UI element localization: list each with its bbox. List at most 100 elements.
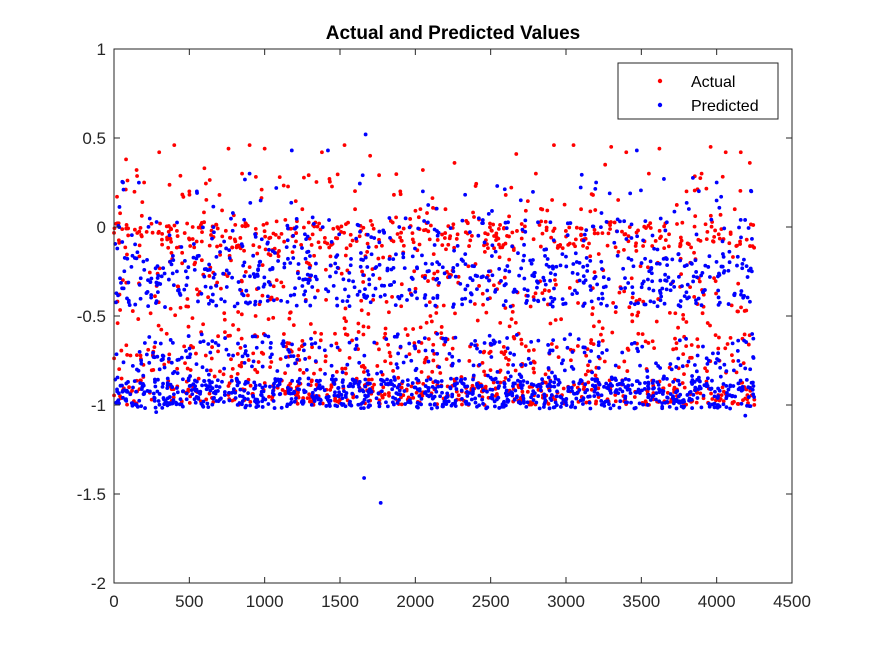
point-actual xyxy=(689,343,694,347)
point-actual xyxy=(380,243,384,248)
point-predicted xyxy=(392,280,397,284)
point-actual xyxy=(371,298,376,302)
point-predicted xyxy=(679,404,684,409)
point-predicted xyxy=(222,239,227,244)
point-actual xyxy=(586,380,591,385)
point-predicted xyxy=(358,264,363,269)
point-predicted xyxy=(285,238,290,243)
point-predicted xyxy=(192,242,196,246)
point-actual xyxy=(203,181,208,186)
point-actual xyxy=(588,209,593,214)
point-actual xyxy=(222,311,227,316)
point-actual xyxy=(519,222,524,226)
point-predicted xyxy=(596,392,600,397)
point-predicted xyxy=(444,399,449,404)
point-predicted xyxy=(292,399,297,404)
point-predicted xyxy=(401,255,406,260)
point-predicted xyxy=(121,360,126,365)
point-predicted xyxy=(366,372,371,377)
point-predicted xyxy=(536,220,540,225)
point-predicted xyxy=(388,381,393,386)
point-predicted xyxy=(681,398,686,402)
point-predicted xyxy=(707,404,712,409)
point-actual xyxy=(135,231,140,235)
point-predicted xyxy=(534,400,539,405)
point-actual xyxy=(218,243,223,248)
point-actual xyxy=(586,363,590,368)
point-predicted xyxy=(639,261,644,265)
point-predicted xyxy=(236,280,241,284)
point-actual xyxy=(383,359,388,364)
point-predicted xyxy=(516,251,520,256)
point-predicted xyxy=(258,198,263,203)
point-actual xyxy=(150,230,155,235)
point-predicted xyxy=(549,295,553,300)
point-predicted xyxy=(354,343,359,348)
point-actual xyxy=(312,371,316,376)
point-predicted xyxy=(482,341,487,345)
point-predicted xyxy=(560,252,565,256)
point-predicted xyxy=(622,219,627,224)
point-actual xyxy=(278,357,283,361)
point-predicted xyxy=(278,392,283,396)
point-actual xyxy=(434,311,439,315)
point-actual xyxy=(679,238,684,243)
point-predicted xyxy=(563,301,568,306)
point-predicted xyxy=(487,278,491,283)
point-predicted xyxy=(388,235,392,240)
point-predicted xyxy=(404,354,409,359)
point-predicted xyxy=(640,344,645,349)
point-actual xyxy=(510,230,515,235)
point-actual xyxy=(692,224,697,229)
point-predicted xyxy=(316,396,321,401)
point-actual xyxy=(728,336,733,340)
point-actual xyxy=(698,176,703,181)
point-actual xyxy=(620,229,624,234)
point-predicted xyxy=(361,273,366,277)
point-actual xyxy=(709,224,714,229)
point-predicted xyxy=(531,189,535,194)
point-predicted xyxy=(492,404,497,409)
point-actual xyxy=(215,280,220,285)
point-predicted xyxy=(448,226,453,231)
point-actual xyxy=(716,346,721,351)
point-predicted xyxy=(525,288,530,293)
point-predicted xyxy=(445,391,450,396)
point-predicted xyxy=(300,246,304,250)
point-actual xyxy=(510,309,515,314)
point-predicted xyxy=(227,398,232,403)
point-actual xyxy=(398,189,403,194)
point-predicted xyxy=(650,279,655,284)
point-actual xyxy=(750,244,755,249)
point-predicted xyxy=(115,387,119,392)
point-predicted xyxy=(260,399,265,404)
point-actual xyxy=(399,282,404,287)
point-actual xyxy=(251,351,256,356)
point-predicted xyxy=(688,390,693,394)
point-predicted xyxy=(385,268,390,273)
point-actual xyxy=(507,234,511,239)
point-predicted xyxy=(611,403,616,408)
point-actual xyxy=(239,312,244,317)
point-predicted xyxy=(168,338,173,342)
point-predicted xyxy=(407,341,412,346)
point-actual xyxy=(230,245,235,250)
point-predicted xyxy=(471,377,475,382)
point-predicted xyxy=(271,388,275,393)
point-actual xyxy=(119,376,124,381)
point-actual xyxy=(454,237,459,241)
point-predicted xyxy=(581,280,586,285)
point-predicted xyxy=(508,374,513,379)
point-predicted xyxy=(726,302,731,306)
point-actual xyxy=(348,243,353,248)
point-predicted xyxy=(495,369,500,374)
point-actual xyxy=(204,397,209,402)
point-predicted xyxy=(363,377,368,382)
point-actual xyxy=(716,232,721,237)
point-predicted xyxy=(695,275,699,280)
point-predicted xyxy=(362,295,367,299)
point-predicted xyxy=(270,352,274,357)
point-actual xyxy=(132,189,137,194)
point-predicted xyxy=(356,223,361,228)
point-predicted xyxy=(596,340,601,345)
